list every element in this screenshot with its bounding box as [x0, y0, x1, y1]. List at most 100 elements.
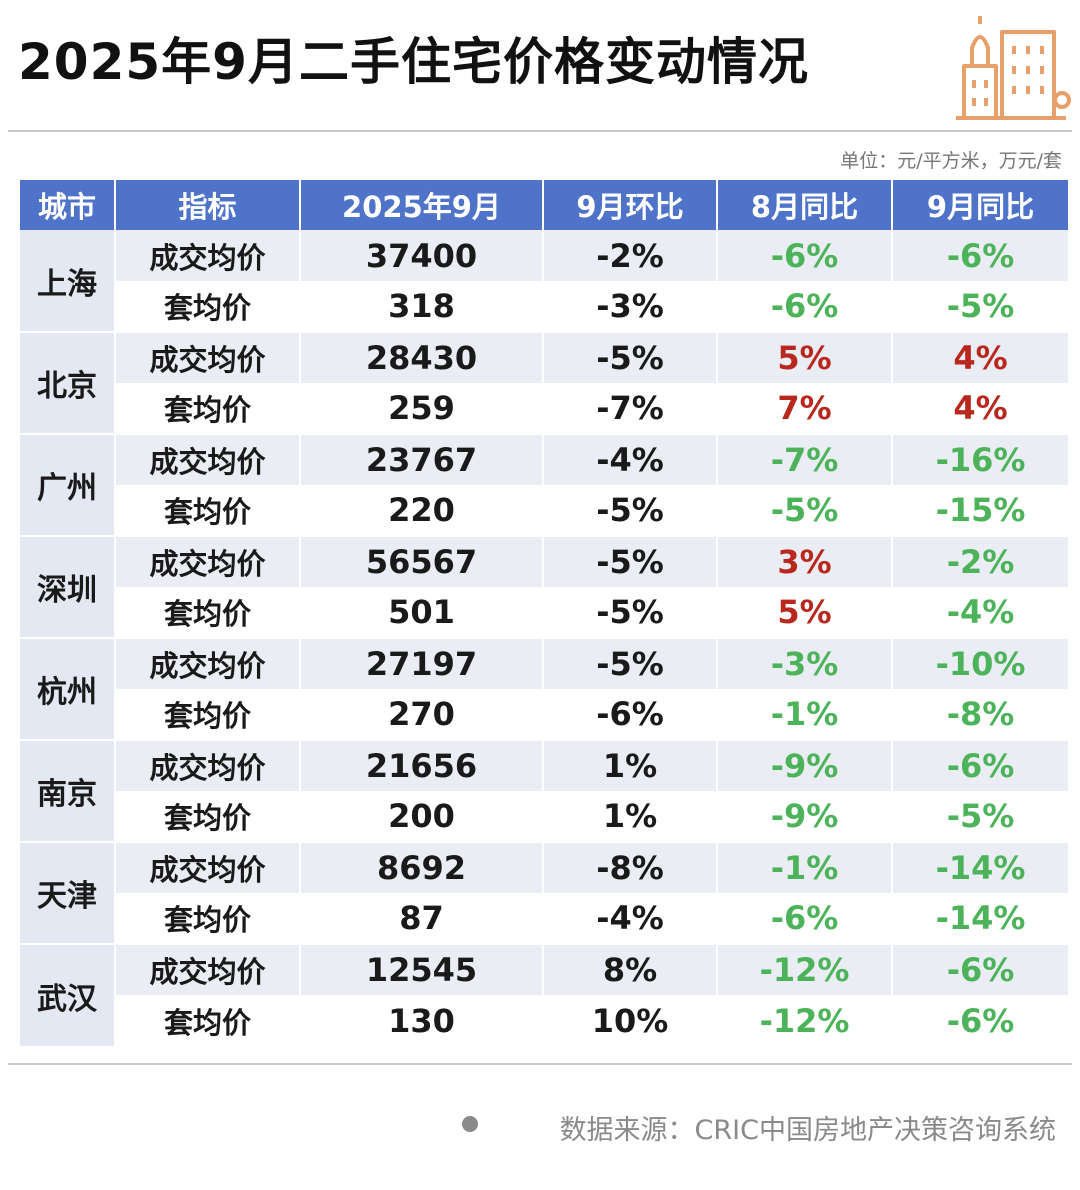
cell-mom-sep: -5% — [543, 331, 718, 383]
cell-city: 广州 — [20, 433, 116, 536]
cell-mom-sep: 1% — [543, 739, 718, 791]
table-row: 套均价 259 -7% 7% 4% — [20, 383, 1068, 434]
table-row: 武汉 成交均价 12545 8% -12% -6% — [20, 943, 1068, 1046]
table-row: 北京 成交均价 28430 -5% 5% 4% — [20, 331, 1068, 434]
cell-value: 501 — [300, 587, 544, 638]
price-table: 城市 指标 2025年9月 9月环比 8月同比 9月同比 上海 成交均价 37400… — [20, 180, 1068, 1046]
cell-mom-sep: 1% — [543, 791, 718, 842]
cell-city: 深圳 — [20, 535, 116, 638]
cell-yoy-sep: 4% — [892, 331, 1068, 383]
cell-metric: 成交均价 — [115, 739, 301, 791]
table-row: 套均价 200 1% -9% -5% — [20, 791, 1068, 842]
cell-metric: 成交均价 — [115, 943, 301, 995]
cell-metric: 套均价 — [115, 893, 301, 944]
table-row: 套均价 270 -6% -1% -8% — [20, 689, 1068, 740]
table-row: 南京 成交均价 21656 1% -9% -6% — [20, 739, 1068, 842]
cell-metric: 成交均价 — [115, 433, 301, 485]
cell-yoy-aug: -1% — [717, 841, 893, 893]
cell-yoy-sep: -2% — [892, 535, 1068, 587]
cell-value: 318 — [300, 281, 544, 332]
cell-yoy-sep: -6% — [892, 230, 1068, 281]
header-yoy-aug: 8月同比 — [717, 180, 893, 230]
cell-metric: 套均价 — [115, 281, 301, 332]
cell-metric: 成交均价 — [115, 637, 301, 689]
cell-value: 200 — [300, 791, 544, 842]
cell-value: 8692 — [300, 841, 544, 893]
cell-yoy-sep: -6% — [892, 739, 1068, 791]
table-row: 套均价 501 -5% 5% -4% — [20, 587, 1068, 638]
cell-yoy-sep: -4% — [892, 587, 1068, 638]
cell-mom-sep: -2% — [543, 230, 718, 281]
cell-mom-sep: -5% — [543, 535, 718, 587]
cell-yoy-sep: -5% — [892, 791, 1068, 842]
cell-mom-sep: -5% — [543, 637, 718, 689]
table-body: 上海 成交均价 37400 -2% -6% -6% 套均价 318 -3% -6% -5% 北京 成交均… — [20, 230, 1068, 1046]
cell-yoy-aug: -7% — [717, 433, 893, 485]
cell-city: 天津 — [20, 841, 116, 944]
table-row: 深圳 成交均价 56567 -5% 3% -2% — [20, 535, 1068, 638]
cell-yoy-aug: -3% — [717, 637, 893, 689]
cell-value: 220 — [300, 485, 544, 536]
cell-mom-sep: -3% — [543, 281, 718, 332]
table-row: 套均价 130 10% -12% -6% — [20, 995, 1068, 1046]
cell-yoy-aug: 5% — [717, 587, 893, 638]
cell-value: 270 — [300, 689, 544, 740]
cell-yoy-aug: -12% — [717, 995, 893, 1046]
cell-city: 南京 — [20, 739, 116, 842]
cell-value: 37400 — [300, 230, 544, 281]
cell-mom-sep: 10% — [543, 995, 718, 1046]
table-row: 套均价 220 -5% -5% -15% — [20, 485, 1068, 536]
cell-metric: 套均价 — [115, 383, 301, 434]
cell-metric: 成交均价 — [115, 331, 301, 383]
cell-metric: 套均价 — [115, 485, 301, 536]
cell-yoy-aug: 5% — [717, 331, 893, 383]
header-value: 2025年9月 — [300, 180, 544, 230]
cell-value: 12545 — [300, 943, 544, 995]
table-row: 杭州 成交均价 27197 -5% -3% -10% — [20, 637, 1068, 740]
table-row: 套均价 87 -4% -6% -14% — [20, 893, 1068, 944]
cell-mom-sep: -7% — [543, 383, 718, 434]
cell-yoy-sep: -16% — [892, 433, 1068, 485]
cell-value: 23767 — [300, 433, 544, 485]
cell-yoy-sep: -10% — [892, 637, 1068, 689]
cell-city: 上海 — [20, 230, 116, 332]
table-row: 套均价 318 -3% -6% -5% — [20, 281, 1068, 332]
building-icon — [956, 16, 1071, 120]
table-header-row: 城市 指标 2025年9月 9月环比 8月同比 9月同比 — [20, 180, 1068, 230]
cell-yoy-sep: -6% — [892, 995, 1068, 1046]
cell-yoy-sep: 4% — [892, 383, 1068, 434]
cell-yoy-sep: -14% — [892, 893, 1068, 944]
cell-value: 87 — [300, 893, 544, 944]
cell-yoy-sep: -5% — [892, 281, 1068, 332]
cell-yoy-aug: -6% — [717, 281, 893, 332]
cell-mom-sep: -6% — [543, 689, 718, 740]
source-note: 数据来源：CRIC中国房地产决策咨询系统 — [559, 1115, 1056, 1146]
header-yoy-sep: 9月同比 — [892, 180, 1068, 230]
cell-value: 27197 — [300, 637, 544, 689]
cell-value: 56567 — [300, 535, 544, 587]
cell-yoy-aug: -9% — [717, 791, 893, 842]
cell-mom-sep: -5% — [543, 587, 718, 638]
bullet-dot — [462, 1116, 478, 1132]
cell-yoy-sep: -8% — [892, 689, 1068, 740]
cell-yoy-aug: 3% — [717, 535, 893, 587]
header-mom-sep: 9月环比 — [543, 180, 718, 230]
cell-value: 21656 — [300, 739, 544, 791]
cell-yoy-aug: -5% — [717, 485, 893, 536]
cell-metric: 套均价 — [115, 791, 301, 842]
cell-metric: 套均价 — [115, 995, 301, 1046]
cell-yoy-aug: -9% — [717, 739, 893, 791]
cell-yoy-aug: -1% — [717, 689, 893, 740]
page-title: 2025年9月二手住宅价格变动情况 — [18, 33, 809, 91]
cell-mom-sep: -8% — [543, 841, 718, 893]
cell-mom-sep: 8% — [543, 943, 718, 995]
cell-metric: 成交均价 — [115, 841, 301, 893]
cell-metric: 成交均价 — [115, 230, 301, 281]
cell-metric: 套均价 — [115, 587, 301, 638]
unit-note: 单位：元/平方米，万元/套 — [840, 150, 1062, 172]
cell-yoy-sep: -6% — [892, 943, 1068, 995]
cell-yoy-aug: -6% — [717, 893, 893, 944]
cell-value: 259 — [300, 383, 544, 434]
cell-city: 杭州 — [20, 637, 116, 740]
cell-mom-sep: -5% — [543, 485, 718, 536]
